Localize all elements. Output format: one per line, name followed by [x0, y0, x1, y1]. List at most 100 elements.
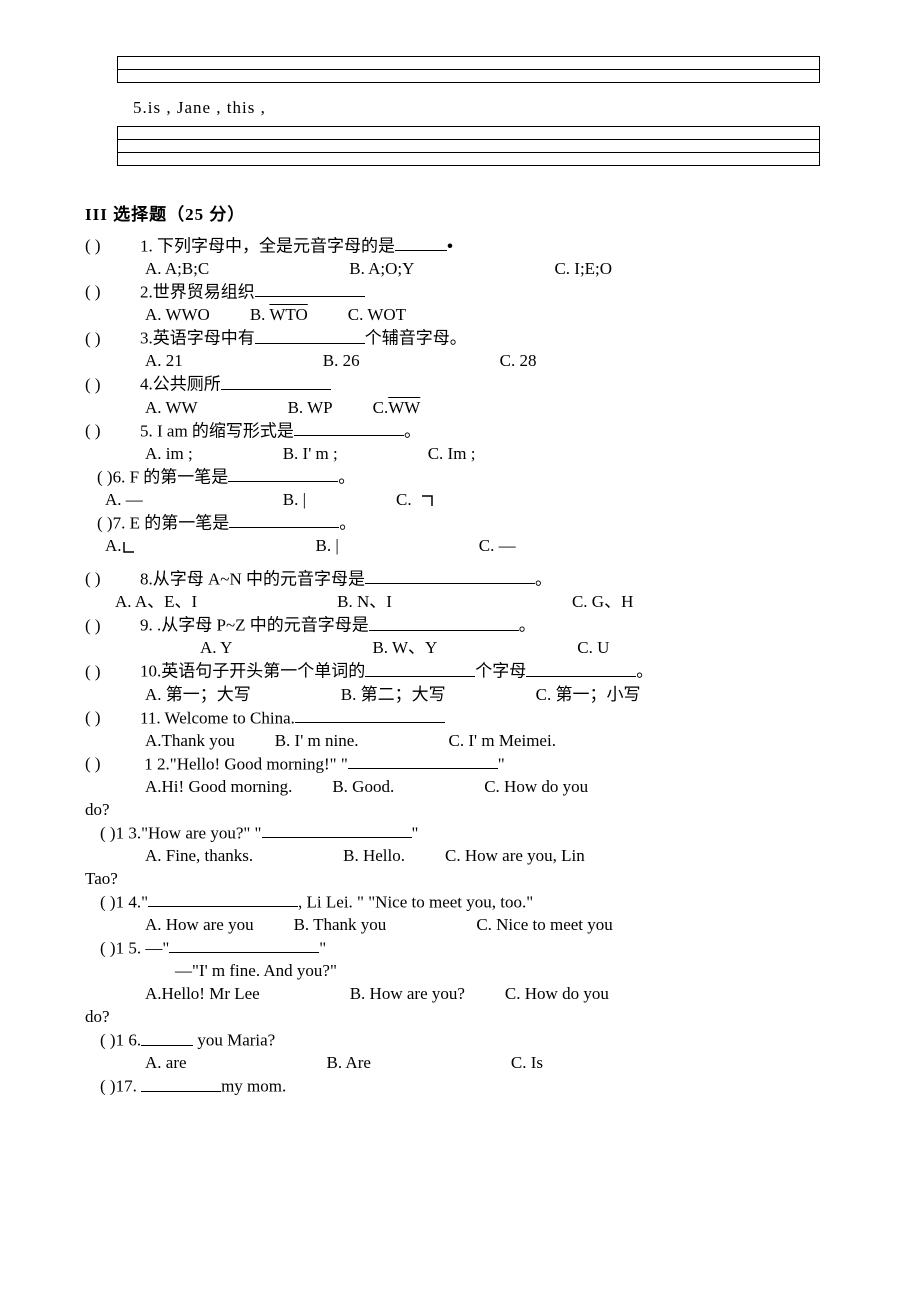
answer-blank[interactable]: ( ) [100, 823, 116, 842]
q10-text-a: 10.英语句子开头第一个单词的 [140, 662, 365, 681]
q5-opt-c[interactable]: C. Im ; [428, 444, 476, 463]
blank[interactable] [295, 707, 445, 723]
q6-opt-c[interactable]: C. [396, 490, 434, 509]
q4-opt-b[interactable]: B. WP [288, 398, 333, 417]
blank[interactable] [262, 822, 412, 838]
q12-opt-b[interactable]: B. Good. [332, 777, 394, 796]
q2-opt-b[interactable]: B. WTO [250, 305, 308, 324]
q8-opt-a[interactable]: A. A、E、I [115, 592, 197, 611]
q14-opt-a[interactable]: A. How are you [145, 915, 254, 934]
q10-opt-a[interactable]: A. 第一；大写 [145, 685, 251, 704]
q13-opt-c[interactable]: C. How are you, Lin [445, 846, 585, 865]
q14-opts: A. How are you B. Thank you C. Nice to mee… [145, 914, 820, 937]
answer-blank[interactable]: ( ) [100, 938, 116, 957]
blank[interactable] [255, 327, 365, 343]
answer-blank[interactable]: ( ) [85, 281, 140, 304]
q7-opt-b[interactable]: B. | [316, 536, 339, 555]
q5-opt-a[interactable]: A. im ; [145, 444, 193, 463]
answer-blank[interactable]: ( ) [100, 1031, 116, 1050]
q15-opt-a[interactable]: A.Hello! Mr Lee [145, 984, 260, 1003]
q16-opt-c[interactable]: C. Is [511, 1053, 543, 1072]
q13-opt-b[interactable]: B. Hello. [343, 846, 405, 865]
q1-opt-a[interactable]: A. A;B;C [145, 259, 209, 278]
q1-opt-c[interactable]: C. I;E;O [554, 259, 612, 278]
q14-stem: ( )1 4.", Li Lei. " "Nice to meet you, t… [100, 891, 820, 914]
writing-line[interactable] [118, 140, 819, 153]
q8-opt-b[interactable]: B. N、I [337, 592, 392, 611]
blank[interactable] [369, 614, 519, 630]
q15-opt-b[interactable]: B. How are you? [350, 984, 465, 1003]
answer-blank[interactable]: ( ) [85, 328, 140, 351]
q10-opt-c[interactable]: C. 第一；小写 [536, 685, 641, 704]
q8-opt-c[interactable]: C. G、H [572, 592, 633, 611]
q15-opts-cont: do? [85, 1006, 820, 1029]
writing-line[interactable] [118, 153, 819, 165]
answer-blank[interactable]: ( ) [85, 568, 140, 591]
writing-line[interactable] [118, 70, 819, 82]
blank[interactable] [348, 753, 498, 769]
q16-opt-a[interactable]: A. are [145, 1053, 187, 1072]
q6-opt-a[interactable]: A. — [105, 490, 143, 509]
blank[interactable] [228, 466, 338, 482]
q9-opt-b[interactable]: B. W、Y [372, 638, 437, 657]
q7-opt-c[interactable]: C. — [479, 536, 516, 555]
q3-opt-b[interactable]: B. 26 [323, 351, 360, 370]
q5-opt-b[interactable]: B. I' m ; [283, 444, 338, 463]
answer-blank[interactable]: ( ) [100, 892, 116, 911]
blank[interactable] [365, 660, 475, 676]
q15-text-b: " [319, 938, 326, 957]
blank[interactable] [141, 1075, 221, 1091]
writing-lines-5 [117, 126, 820, 166]
blank[interactable] [169, 937, 319, 953]
q13-opt-a[interactable]: A. Fine, thanks. [145, 846, 253, 865]
blank[interactable] [255, 281, 365, 297]
q11-opt-c[interactable]: C. I' m Meimei. [449, 731, 556, 750]
q15-opt-c[interactable]: C. How do you [505, 984, 609, 1003]
answer-blank[interactable]: ( ) [85, 374, 140, 397]
q11-opt-a[interactable]: A.Thank you [145, 731, 235, 750]
q11-opt-b[interactable]: B. I' m nine. [275, 731, 359, 750]
q12-opt-c[interactable]: C. How do you [484, 777, 588, 796]
q5-stem: ( )5. I am 的缩写形式是。 [85, 420, 820, 443]
q14-opt-b[interactable]: B. Thank you [294, 915, 387, 934]
q7-opt-a[interactable]: A. [105, 536, 136, 555]
q9-opt-a[interactable]: A. Y [200, 638, 232, 657]
bullet: • [447, 236, 453, 255]
answer-blank[interactable]: ( ) [85, 615, 140, 638]
q3-stem: ( )3.英语字母中有个辅音字母。 [85, 327, 820, 350]
answer-blank[interactable]: ( ) [100, 1077, 116, 1096]
blank[interactable] [365, 568, 535, 584]
answer-blank[interactable]: ( ) [85, 420, 140, 443]
q4-opt-c[interactable]: C.WW [373, 398, 421, 417]
answer-blank[interactable]: ( ) [85, 707, 140, 730]
q10-opt-b[interactable]: B. 第二；大写 [341, 685, 446, 704]
answer-blank[interactable]: ( ) [97, 467, 113, 486]
q1-opt-b[interactable]: B. A;O;Y [349, 259, 414, 278]
q3-opt-c[interactable]: C. 28 [500, 351, 537, 370]
stroke-icon [420, 494, 434, 508]
blank[interactable] [148, 891, 298, 907]
q14-opt-c[interactable]: C. Nice to meet you [476, 915, 612, 934]
q12-text-a: 1 2."Hello! Good morning!" " [140, 754, 348, 773]
q3-opt-a[interactable]: A. 21 [145, 351, 183, 370]
answer-blank[interactable]: ( ) [85, 753, 140, 776]
q6-opt-b[interactable]: B. | [283, 490, 306, 509]
answer-blank[interactable]: ( ) [85, 661, 140, 684]
blank[interactable] [294, 420, 404, 436]
q4-opt-a[interactable]: A. WW [145, 398, 198, 417]
q13-text-b: " [412, 823, 419, 842]
blank[interactable] [395, 235, 447, 251]
q2-opt-c[interactable]: C. WOT [348, 305, 406, 324]
writing-line[interactable] [118, 57, 819, 70]
answer-blank[interactable]: ( ) [97, 513, 113, 532]
blank[interactable] [141, 1029, 193, 1045]
blank[interactable] [526, 660, 636, 676]
q9-opt-c[interactable]: C. U [577, 638, 609, 657]
blank[interactable] [229, 512, 339, 528]
q2-opt-a[interactable]: A. WWO [145, 305, 210, 324]
q12-opt-a[interactable]: A.Hi! Good morning. [145, 777, 292, 796]
blank[interactable] [221, 373, 331, 389]
q16-opt-b[interactable]: B. Are [327, 1053, 371, 1072]
answer-blank[interactable]: ( ) [85, 235, 140, 258]
writing-line[interactable] [118, 127, 819, 140]
